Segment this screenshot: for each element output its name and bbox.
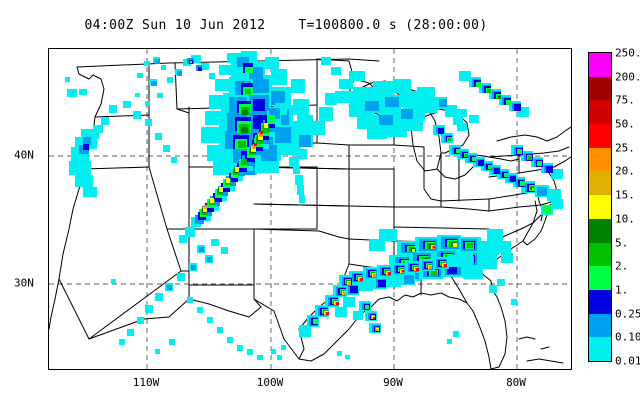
colorbar-label-2: 75. bbox=[615, 93, 635, 107]
figure-title: 04:00Z Sun 10 Jun 2012 T=100800.0 s (28:… bbox=[84, 18, 488, 33]
y-axis-tick-40n: 40N bbox=[14, 148, 34, 162]
colorbar-swatch-8 bbox=[589, 242, 611, 267]
colorbar-label-10: 1. bbox=[615, 283, 629, 297]
colorbar-swatch-12 bbox=[589, 337, 611, 361]
colorbar-label-7: 10. bbox=[615, 212, 635, 226]
colorbar-swatch-9 bbox=[589, 266, 611, 290]
colorbar-label-5: 20. bbox=[615, 164, 635, 178]
colorbar-label-3: 50. bbox=[615, 117, 635, 131]
colorbar-labels: 250. 200. 75. 50. 25. 20. 15. 10. 5. 2. 1. 0.25 0.10… bbox=[615, 48, 640, 367]
colorbar-swatch-11 bbox=[589, 313, 611, 338]
colorbar-swatch-10 bbox=[589, 289, 611, 314]
colorbar-label-6: 15. bbox=[615, 188, 635, 202]
colorbar-label-8: 5. bbox=[615, 236, 629, 250]
colorbar-label-12: 0.10 bbox=[615, 330, 640, 344]
colorbar-swatch-4 bbox=[589, 147, 611, 172]
colorbar-label-4: 25. bbox=[615, 141, 635, 155]
colorbar bbox=[588, 52, 612, 362]
x-axis-tick-110w: 110W bbox=[132, 376, 160, 389]
precipitation-field bbox=[65, 51, 563, 360]
colorbar-label-1: 200. bbox=[615, 70, 640, 84]
x-axis-tick-80w: 80W bbox=[506, 376, 526, 389]
map-canvas bbox=[49, 49, 571, 369]
y-axis-tick-30n: 30N bbox=[14, 276, 34, 290]
colorbar-label-9: 2. bbox=[615, 259, 629, 273]
colorbar-label-0: 250. bbox=[615, 46, 640, 60]
colorbar-swatch-5 bbox=[589, 171, 611, 196]
colorbar-swatch-0 bbox=[589, 53, 611, 77]
colorbar-swatch-2 bbox=[589, 100, 611, 125]
x-axis-tick-100w: 100W bbox=[256, 376, 284, 389]
map-plot-area bbox=[48, 48, 572, 370]
x-axis-tick-90w: 90W bbox=[383, 376, 403, 389]
colorbar-label-11: 0.25 bbox=[615, 307, 640, 321]
colorbar-swatch-1 bbox=[589, 76, 611, 101]
colorbar-swatch-6 bbox=[589, 195, 611, 219]
colorbar-swatch-7 bbox=[589, 218, 611, 243]
colorbar-swatch-3 bbox=[589, 124, 611, 148]
colorbar-label-13: 0.01 bbox=[615, 354, 640, 368]
